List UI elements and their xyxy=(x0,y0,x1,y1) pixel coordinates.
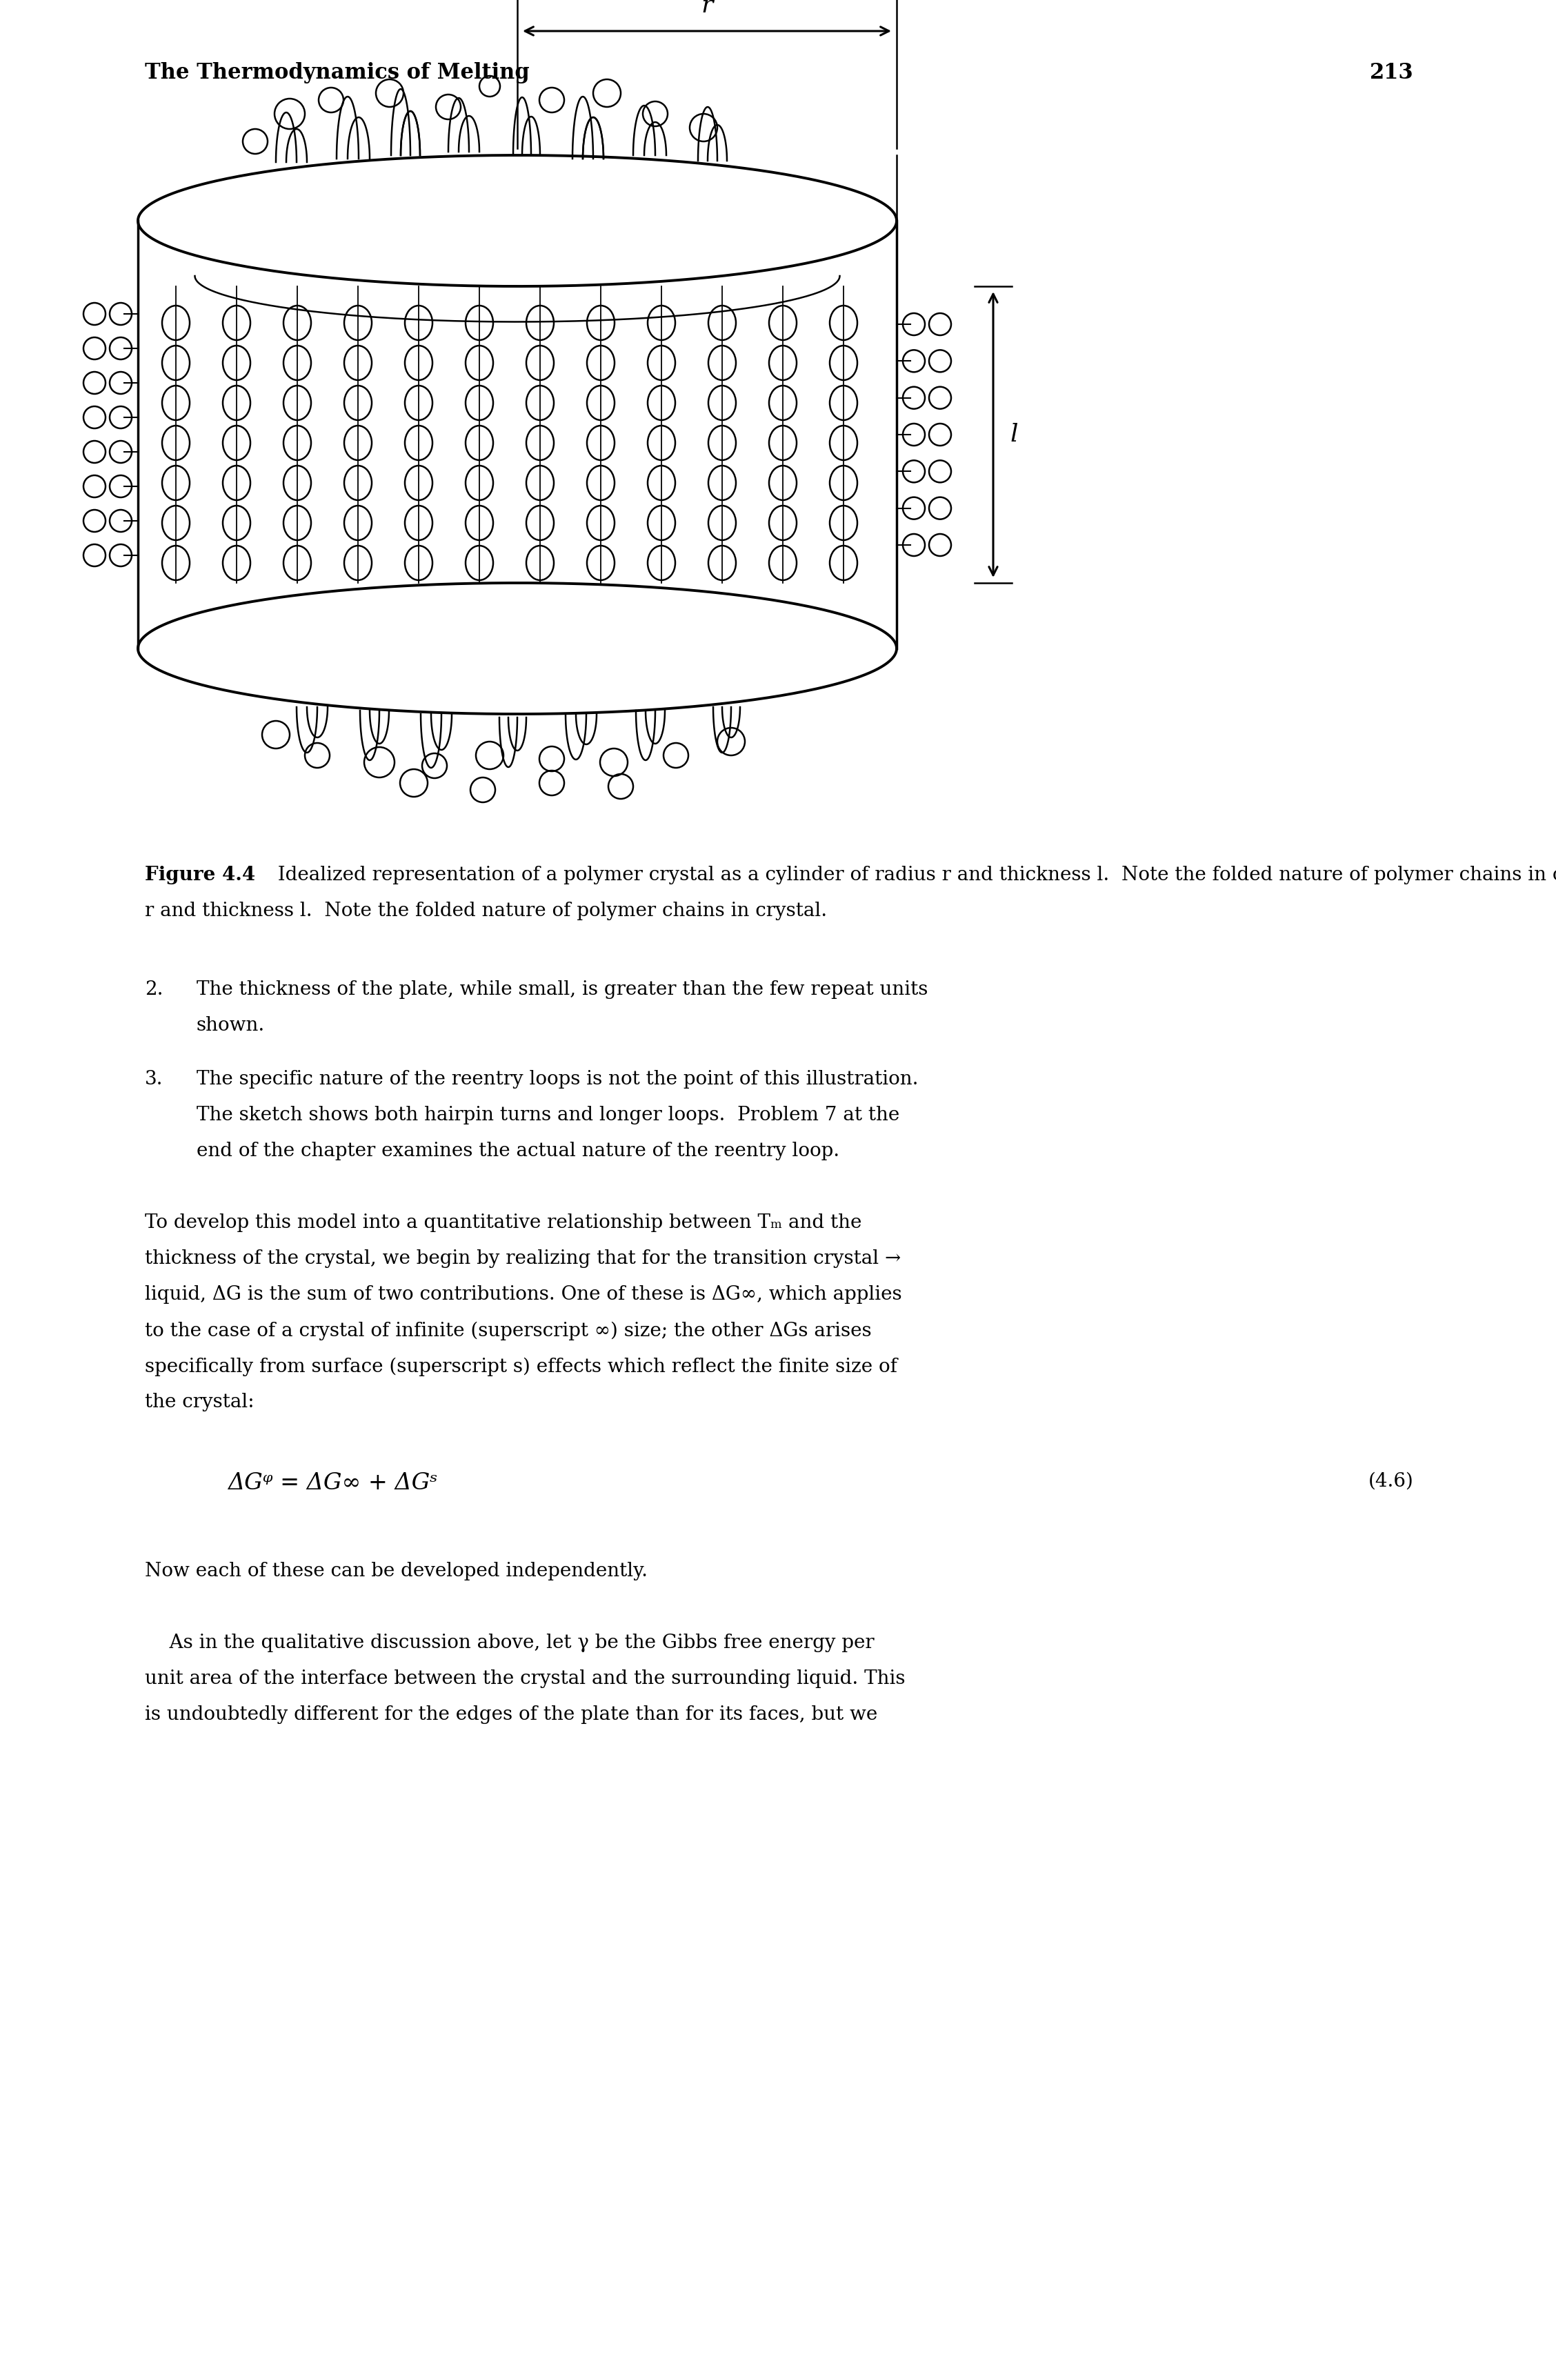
Text: The thickness of the plate, while small, is greater than the few repeat units: The thickness of the plate, while small,… xyxy=(196,981,927,1000)
Text: Idealized representation of a polymer crystal as a cylinder of radius r and thic: Idealized representation of a polymer cr… xyxy=(266,866,1556,885)
Text: The specific nature of the reentry loops is not the point of this illustration.: The specific nature of the reentry loops… xyxy=(196,1071,918,1090)
Text: To develop this model into a quantitative relationship between Tₘ and the: To develop this model into a quantitativ… xyxy=(145,1214,862,1233)
Text: The Thermodynamics of Melting: The Thermodynamics of Melting xyxy=(145,62,529,83)
Text: 2.: 2. xyxy=(145,981,163,1000)
Text: to the case of a crystal of infinite (superscript ∞) size; the other ΔGs arises: to the case of a crystal of infinite (su… xyxy=(145,1321,871,1340)
Text: thickness of the crystal, we begin by realizing that for the transition crystal : thickness of the crystal, we begin by re… xyxy=(145,1250,901,1269)
Text: As in the qualitative discussion above, let γ be the Gibbs free energy per: As in the qualitative discussion above, … xyxy=(145,1633,874,1652)
Text: specifically from surface (superscript s) effects which reflect the finite size : specifically from surface (superscript s… xyxy=(145,1357,898,1376)
Text: (4.6): (4.6) xyxy=(1368,1471,1414,1490)
Text: 3.: 3. xyxy=(145,1071,163,1090)
Text: Figure 4.4: Figure 4.4 xyxy=(145,866,255,885)
Text: the crystal:: the crystal: xyxy=(145,1392,254,1411)
Text: is undoubtedly different for the edges of the plate than for its faces, but we: is undoubtedly different for the edges o… xyxy=(145,1704,878,1723)
Text: Now each of these can be developed independently.: Now each of these can be developed indep… xyxy=(145,1561,647,1580)
Text: end of the chapter examines the actual nature of the reentry loop.: end of the chapter examines the actual n… xyxy=(196,1142,840,1161)
Text: 213: 213 xyxy=(1369,62,1414,83)
Text: r: r xyxy=(702,0,713,17)
Text: liquid, ΔG is the sum of two contributions. One of these is ΔG∞, which applies: liquid, ΔG is the sum of two contributio… xyxy=(145,1285,902,1304)
Text: ΔGᵠ = ΔG∞ + ΔGˢ: ΔGᵠ = ΔG∞ + ΔGˢ xyxy=(227,1471,437,1495)
Text: r and thickness l.  Note the folded nature of polymer chains in crystal.: r and thickness l. Note the folded natur… xyxy=(145,902,828,921)
Text: l: l xyxy=(1010,424,1018,447)
Text: The sketch shows both hairpin turns and longer loops.  Problem 7 at the: The sketch shows both hairpin turns and … xyxy=(196,1107,899,1126)
Text: unit area of the interface between the crystal and the surrounding liquid. This: unit area of the interface between the c… xyxy=(145,1668,906,1687)
Text: shown.: shown. xyxy=(196,1016,265,1035)
